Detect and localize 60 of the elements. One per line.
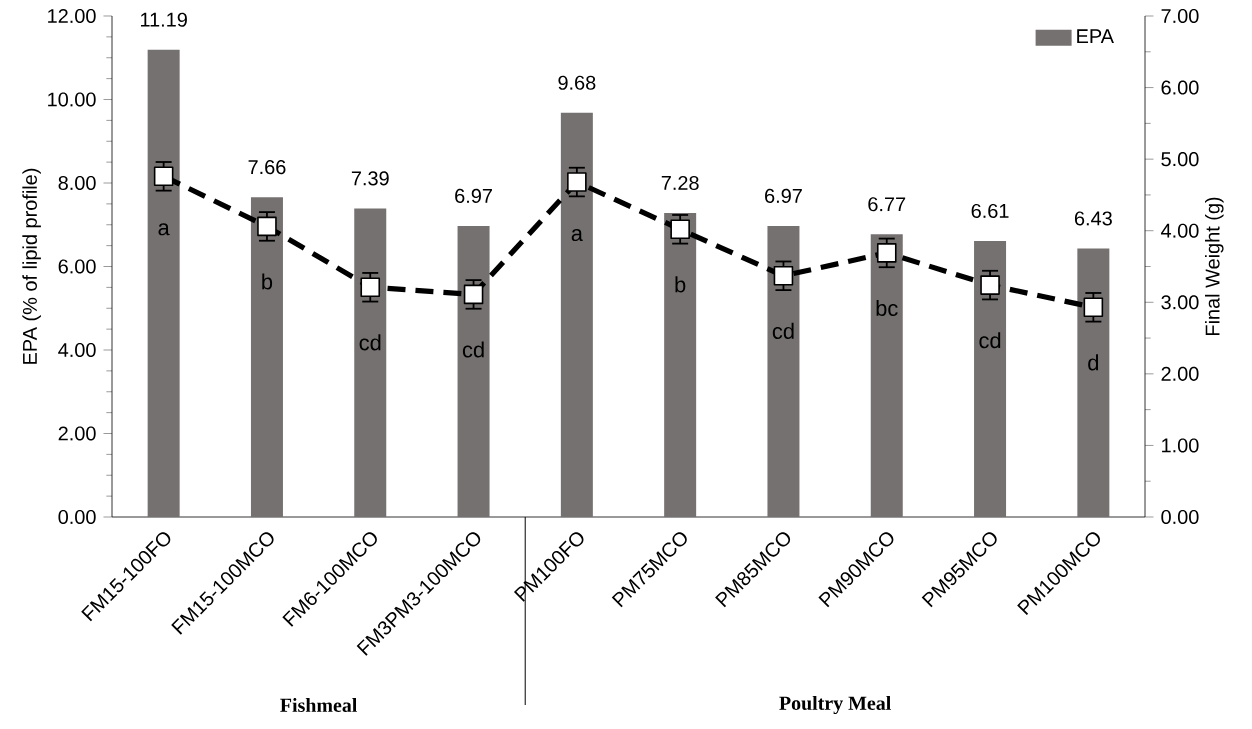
bar <box>147 49 180 517</box>
data-label: 6.97 <box>455 188 492 203</box>
y-tick-label: 2.00 <box>58 426 96 441</box>
y2-tick-label: 6.00 <box>1161 80 1199 95</box>
y2-tick-label: 0.00 <box>1161 509 1199 525</box>
data-label: a <box>571 229 583 242</box>
data-label: a <box>158 223 170 236</box>
data-label: cd <box>359 334 381 351</box>
text: Fishmeal <box>280 697 357 712</box>
data-label: b <box>675 276 686 293</box>
data-label: cd <box>772 322 794 339</box>
text: Poultry Meal <box>779 695 891 715</box>
point <box>153 166 174 187</box>
data-label: bc <box>876 299 898 317</box>
point <box>463 284 484 305</box>
y-tick-label: 10.00 <box>48 92 96 107</box>
legend-label: EPA <box>1077 29 1114 44</box>
data-label: 9.68 <box>558 75 596 90</box>
data-label: 7.39 <box>351 171 389 186</box>
point <box>670 219 690 240</box>
y2-axis-title: Final Weight (g) <box>1205 197 1224 336</box>
point <box>876 243 897 263</box>
data-label: cd <box>462 341 484 358</box>
bar <box>457 226 490 517</box>
y-tick-label: 0.00 <box>58 509 96 525</box>
y-tick-label: 6.00 <box>58 259 96 274</box>
y2-tick-label: 2.00 <box>1161 366 1199 381</box>
point <box>257 216 277 237</box>
bar <box>354 208 387 517</box>
bar <box>974 241 1007 517</box>
data-label: 6.77 <box>868 197 906 212</box>
bar <box>250 197 283 517</box>
y2-tick-label: 5.00 <box>1161 152 1199 167</box>
data-label: 6.43 <box>1074 211 1112 226</box>
bar <box>664 213 697 517</box>
y2-tick-label: 4.00 <box>1161 223 1199 238</box>
data-label: b <box>262 273 273 290</box>
data-label: 6.97 <box>765 188 802 203</box>
point <box>360 277 381 298</box>
bar <box>870 234 903 517</box>
y-tick-label: 4.00 <box>58 342 96 358</box>
point <box>773 266 794 286</box>
bar <box>1077 248 1110 517</box>
point <box>567 172 587 192</box>
data-label: 7.66 <box>248 160 286 175</box>
data-label: 11.19 <box>140 12 187 27</box>
y2-tick-label: 1.00 <box>1162 438 1199 453</box>
point <box>980 275 1000 295</box>
data-label: 6.61 <box>971 203 1009 218</box>
data-label: d <box>1088 354 1099 371</box>
point <box>1083 297 1104 318</box>
y2-tick-label: 3.00 <box>1161 295 1199 310</box>
bar <box>767 226 800 517</box>
data-label: 7.28 <box>661 175 699 191</box>
y-tick-label: 8.00 <box>58 175 96 191</box>
y-axis-title: EPA (% of lipid profile) <box>22 168 41 364</box>
data-label: cd <box>979 332 1001 349</box>
y-tick-label: 12.00 <box>48 8 96 24</box>
bar <box>560 112 593 517</box>
y2-tick-label: 7.00 <box>1161 8 1199 24</box>
